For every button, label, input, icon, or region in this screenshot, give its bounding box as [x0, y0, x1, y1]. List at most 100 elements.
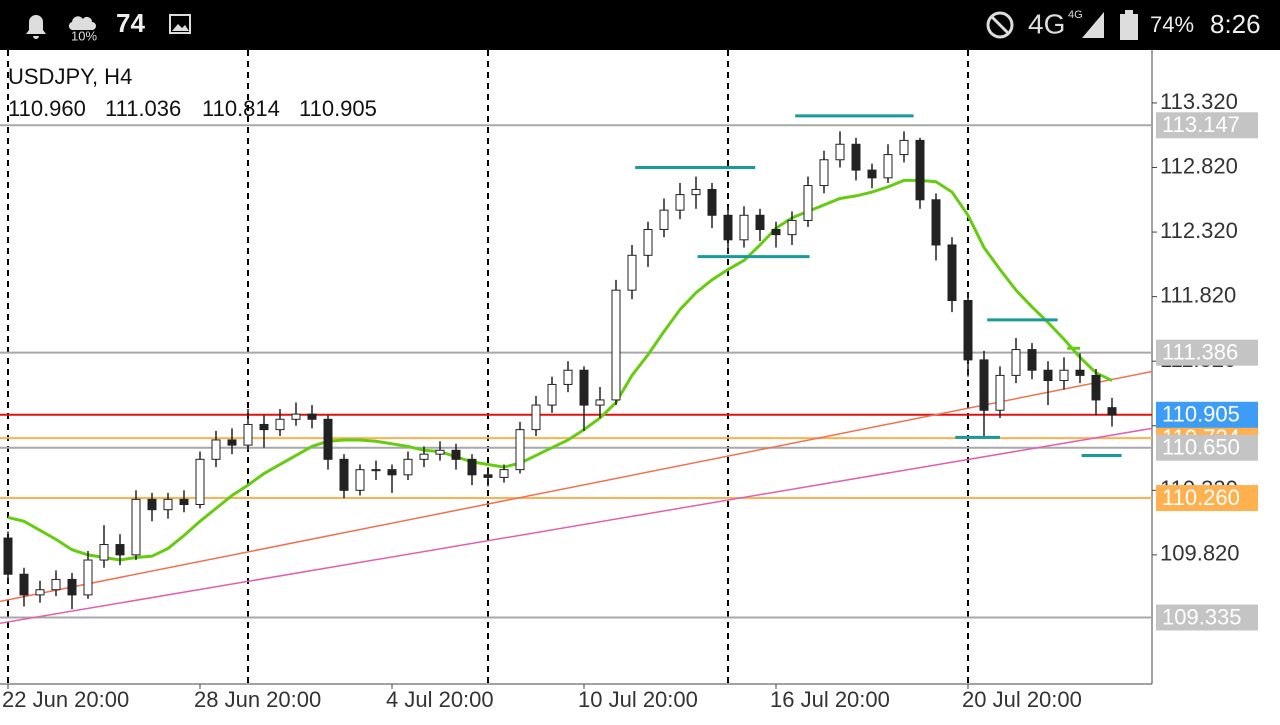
candle-body [307, 413, 317, 420]
bell-icon [26, 15, 46, 39]
candle-body [291, 413, 301, 420]
candle-body [899, 139, 909, 156]
network-type: 4G [1028, 8, 1065, 39]
candle-body [1107, 407, 1117, 416]
candle-body [579, 369, 589, 406]
candle-body [435, 449, 445, 455]
candle-body [947, 244, 957, 302]
candle-body [323, 418, 333, 460]
candle-body [883, 154, 893, 179]
level-label-bg [1156, 485, 1258, 512]
candle-body [3, 537, 13, 575]
candle-body [931, 199, 941, 246]
level-label: 111.386 [1162, 339, 1238, 364]
level-label: 110.650 [1162, 435, 1240, 460]
candle-body [163, 498, 173, 511]
candle-body [787, 219, 797, 236]
ohlc-header: 110.960 111.036 110.814 110.905 [8, 96, 377, 121]
battery-percent: 74% [1150, 12, 1194, 37]
candle-body [275, 418, 285, 431]
level-label: 110.905 [1162, 402, 1240, 427]
candle-body [691, 188, 701, 196]
y-tick-label: 111.820 [1160, 282, 1236, 307]
level-label-bg [1156, 112, 1258, 139]
y-tick-label: 112.820 [1160, 153, 1238, 178]
candle-body [67, 578, 77, 596]
candle-body [1091, 374, 1101, 401]
candle-body [99, 544, 109, 561]
candle-body [1075, 369, 1085, 376]
candle-body [819, 159, 829, 187]
candle-body [1011, 349, 1021, 376]
candle-body [627, 254, 637, 291]
candle-body [803, 185, 813, 221]
candle-body [1027, 349, 1037, 371]
battery-tip [1125, 10, 1133, 15]
candle-body [707, 188, 717, 216]
candle-body [339, 458, 349, 491]
candle-body [611, 289, 621, 401]
candle-body [643, 228, 653, 256]
candle-body [259, 423, 269, 431]
notification-count: 74 [116, 8, 145, 38]
candle-body [355, 469, 365, 491]
level-label-bg [1156, 604, 1258, 631]
candle-body [979, 359, 989, 411]
status-bar [0, 0, 1280, 50]
x-tick-label: 28 Jun 20:00 [194, 687, 321, 712]
trend-line [0, 427, 1153, 625]
candle-body [835, 143, 845, 161]
network-type-small: 4G [1068, 9, 1083, 21]
symbol: USDJPY, H4 [8, 64, 132, 89]
candle-body [403, 458, 413, 476]
candle-body [83, 559, 93, 596]
ohlc-value: 110.960 [8, 96, 86, 121]
candle-body [371, 469, 381, 472]
candle-body [467, 458, 477, 476]
moving-average [7, 178, 1113, 562]
candle-body [867, 169, 877, 179]
candle-body [19, 573, 29, 596]
level-label-bg [1156, 339, 1258, 366]
candle-body [1043, 369, 1053, 382]
candle-body [483, 474, 493, 478]
x-tick-label: 22 Jun 20:00 [2, 687, 129, 712]
y-tick-label: 112.320 [1160, 218, 1238, 243]
candle-body [195, 458, 205, 506]
candle-body [771, 228, 781, 236]
candle-body [531, 404, 541, 431]
ohlc-value: 110.905 [299, 96, 377, 121]
clock: 8:26 [1210, 9, 1261, 39]
candle-body [451, 449, 461, 460]
candle-body [115, 544, 125, 556]
candle-body [515, 429, 525, 471]
candle-body [499, 469, 509, 478]
candle-body [211, 439, 221, 460]
candle-body [419, 453, 429, 460]
signal-icon [1082, 12, 1104, 38]
candle-body [179, 498, 189, 506]
x-tick-label: 10 Jul 20:00 [578, 687, 698, 712]
image-icon [169, 14, 191, 34]
candle-body [995, 374, 1005, 411]
candle-body [1059, 369, 1069, 382]
candle-body [227, 439, 237, 446]
image-icon-inner [172, 24, 189, 31]
level-label: 110.260 [1162, 485, 1240, 510]
candle-body [35, 589, 45, 596]
chart: 113.320112.820112.320111.820111.320110.8… [0, 50, 1258, 712]
candle-body [563, 369, 573, 385]
candle-body [851, 143, 861, 171]
ohlc-value: 110.814 [202, 96, 280, 121]
weather-icon [68, 16, 96, 31]
level-label-bg [1156, 434, 1258, 461]
battery-icon [1120, 14, 1138, 40]
trend-line [0, 370, 1153, 603]
level-label-bg [1156, 401, 1258, 428]
candle-body [51, 578, 61, 591]
candle-body [739, 214, 749, 241]
y-tick-label: 109.820 [1160, 541, 1240, 566]
x-tick-label: 20 Jul 20:00 [962, 687, 1082, 712]
candle-body [547, 383, 557, 406]
candle-body [131, 498, 141, 556]
